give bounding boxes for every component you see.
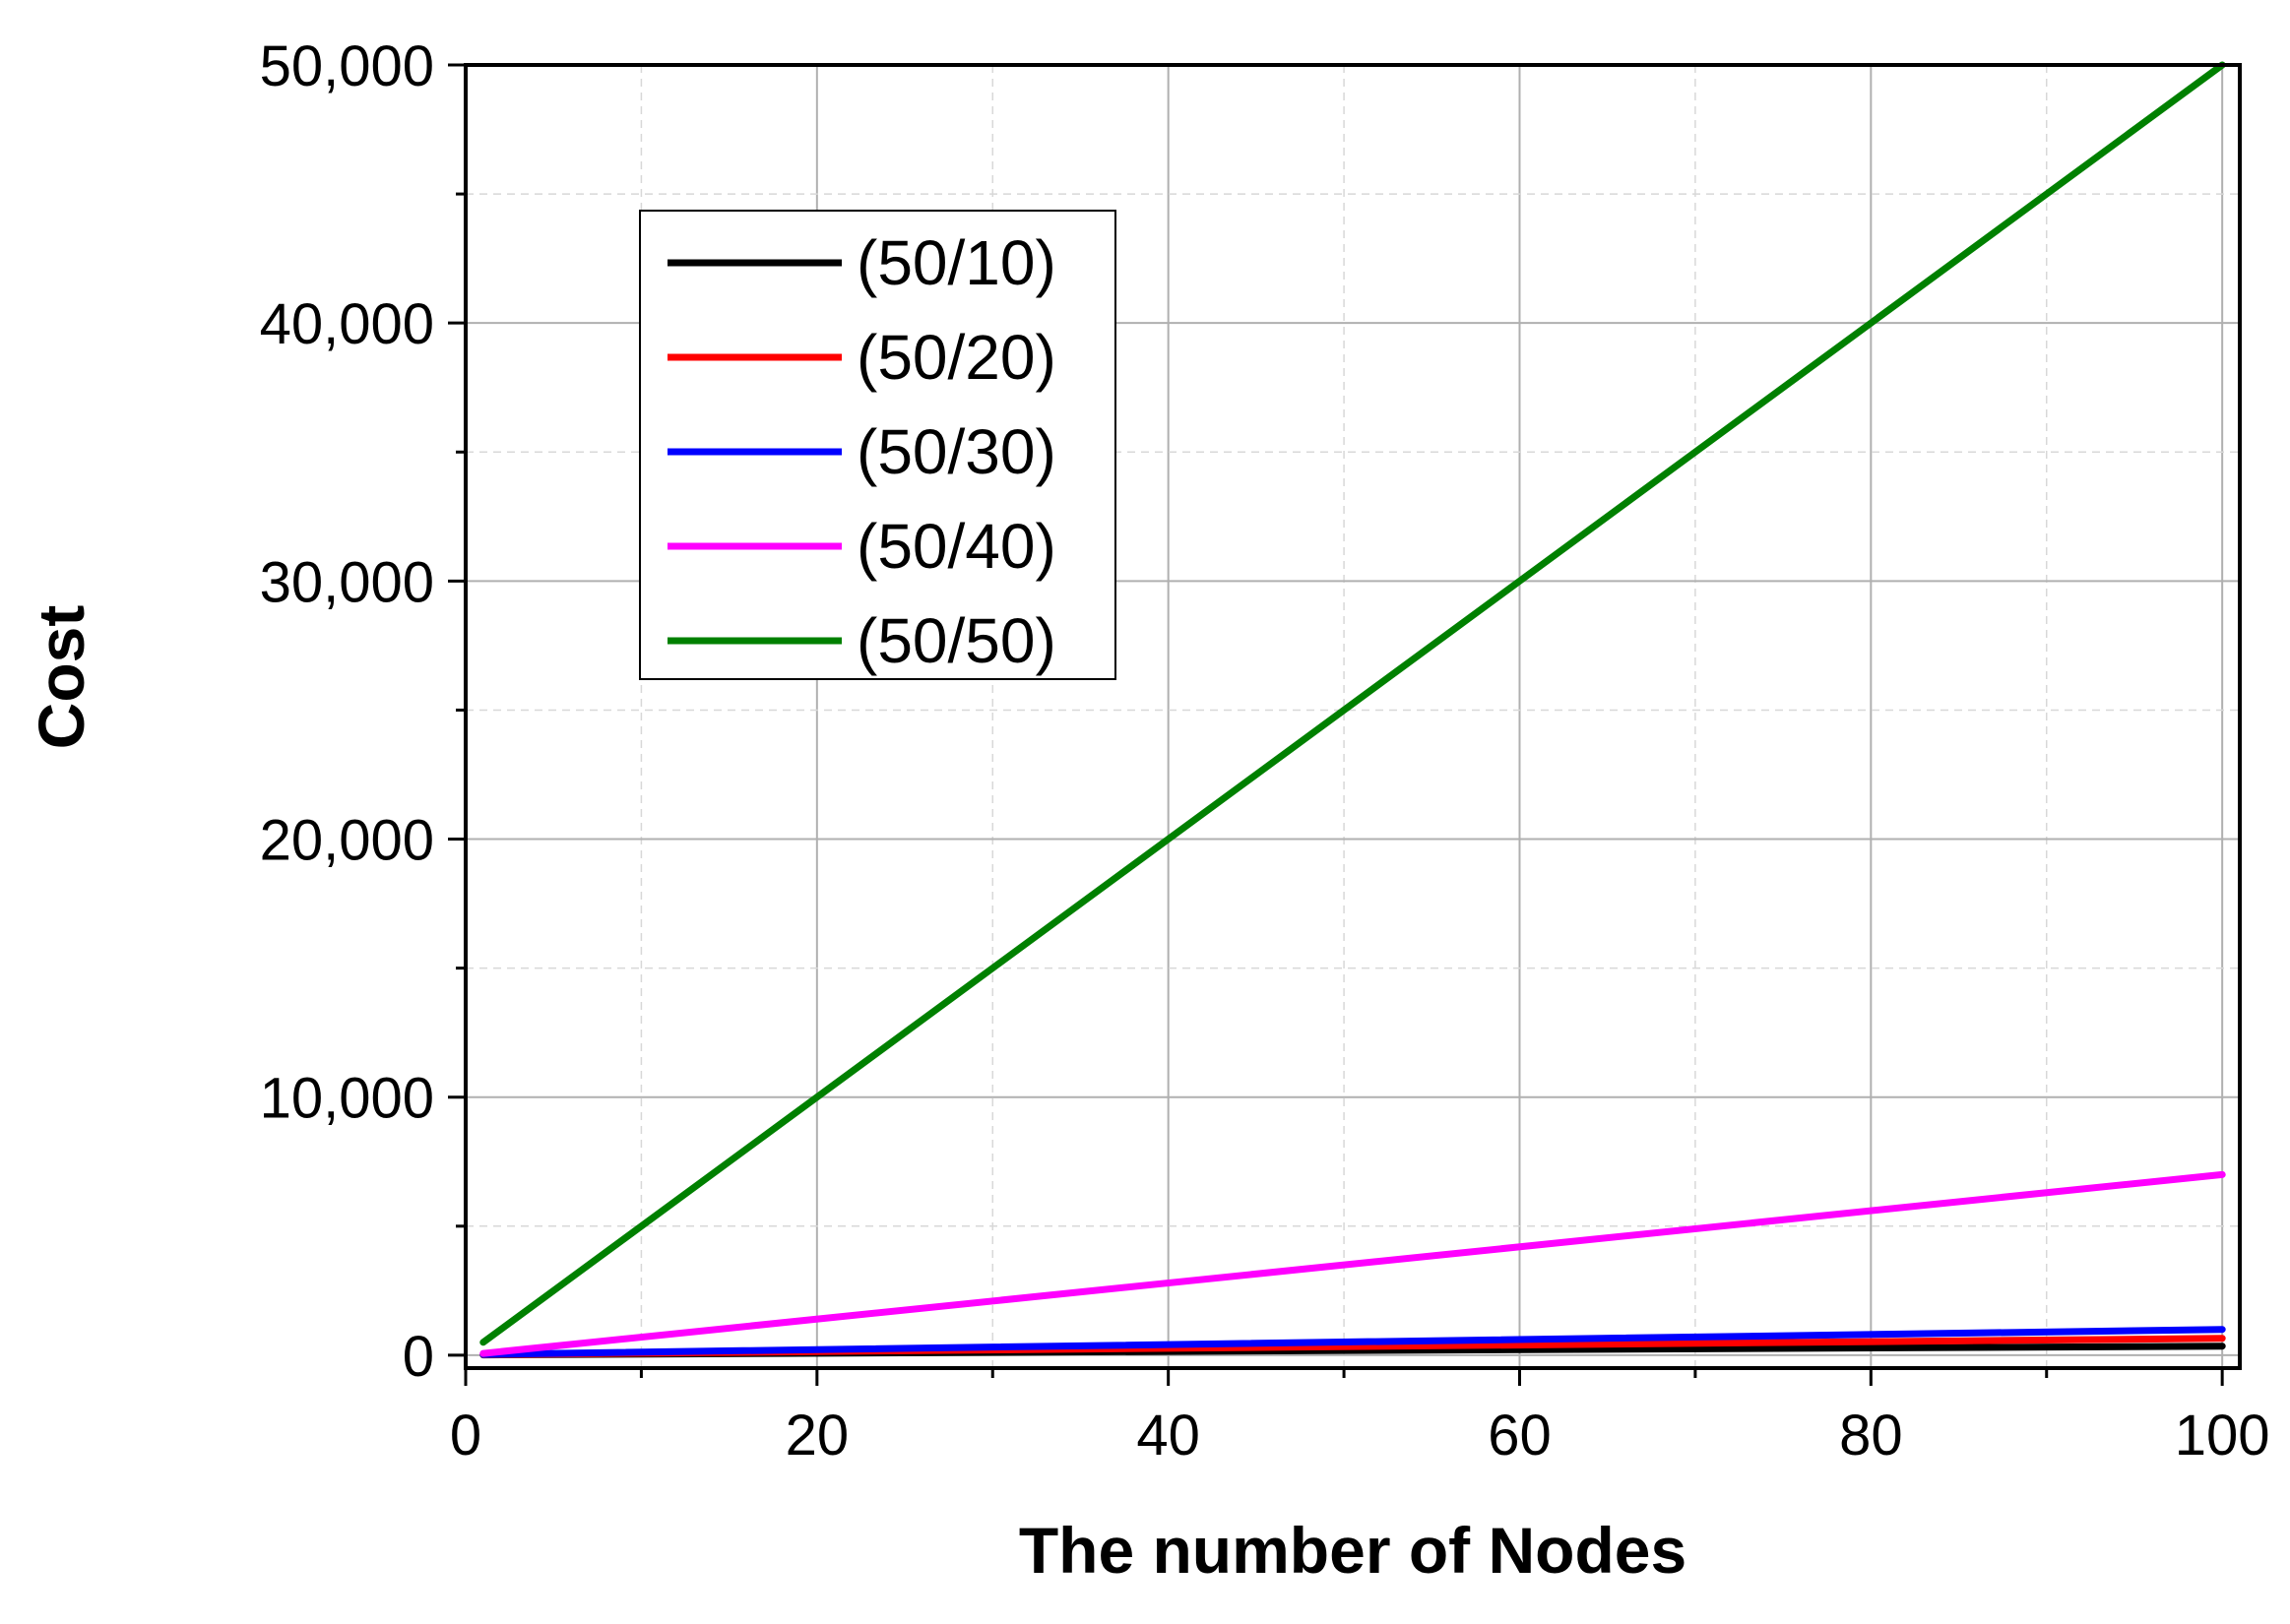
axis-ticks [448, 63, 2224, 1386]
x-tick-label: 80 [1839, 1404, 1903, 1468]
y-tick-label: 40,000 [260, 292, 434, 356]
x-tick-label: 100 [2175, 1404, 2270, 1468]
legend-label: (50/50) [857, 605, 1056, 676]
y-tick-label: 50,000 [260, 34, 434, 98]
plot-frame [464, 63, 2242, 1370]
series-lines [479, 61, 2226, 1359]
legend-box [639, 210, 1116, 680]
y-tick-label: 0 [403, 1325, 434, 1389]
tick-labels: 0 20 40 60 80 100 0 10,000 20,000 30,000 40,000 50,… [260, 34, 2270, 1468]
x-tick-label: 20 [786, 1404, 850, 1468]
x-tick-label: 0 [450, 1404, 481, 1468]
y-tick-label: 20,000 [260, 809, 434, 873]
legend-label: (50/20) [857, 322, 1056, 393]
x-tick-label: 40 [1136, 1404, 1200, 1468]
y-axis-title: Cost [25, 605, 97, 750]
series-line-5 [479, 61, 2226, 1346]
x-tick-label: 60 [1488, 1404, 1552, 1468]
x-axis-title: The number of Nodes [1019, 1514, 1686, 1587]
y-tick-label: 10,000 [260, 1067, 434, 1131]
legend-label: (50/40) [857, 511, 1056, 582]
legend-label: (50/30) [857, 416, 1056, 487]
legend: (50/10) (50/20) (50/30) (50/40) (50/50) [639, 210, 1116, 680]
series-line-4 [479, 1170, 2226, 1357]
series-line-3 [479, 1326, 2226, 1358]
legend-label: (50/10) [857, 227, 1056, 298]
y-tick-label: 30,000 [260, 550, 434, 614]
